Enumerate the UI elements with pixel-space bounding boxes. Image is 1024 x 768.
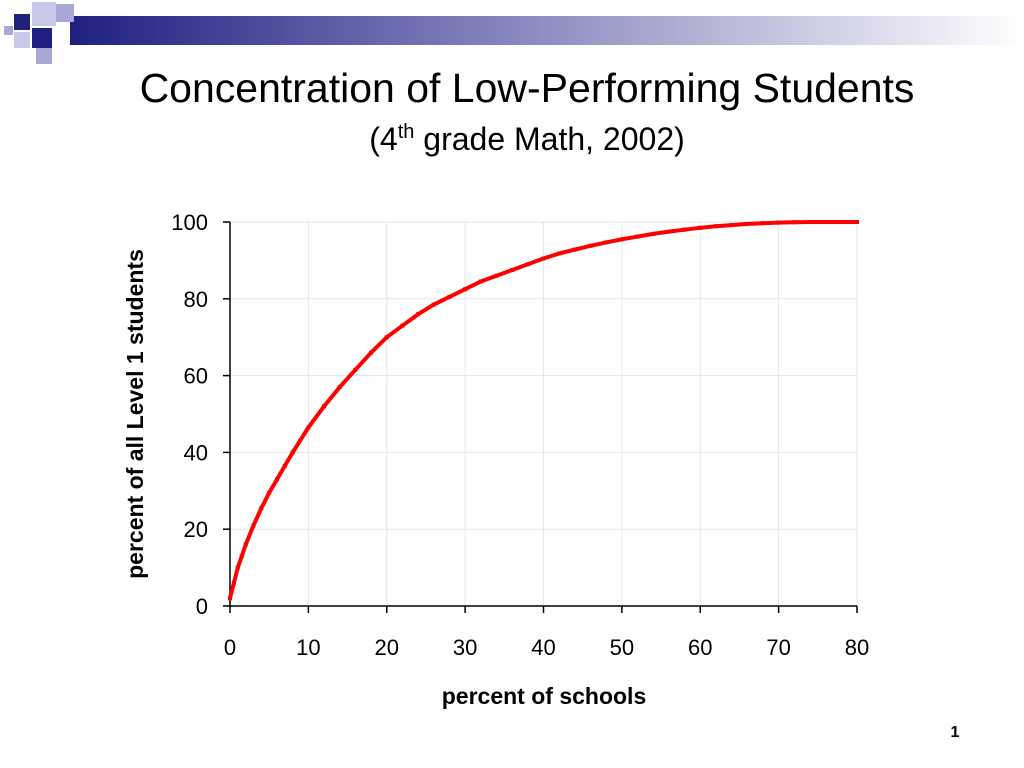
subtitle-superscript: th xyxy=(397,121,415,143)
slide-title: Concentration of Low-Performing Students xyxy=(139,65,915,111)
data-point xyxy=(729,223,734,228)
data-point xyxy=(823,220,828,224)
data-point xyxy=(416,312,421,317)
data-point xyxy=(525,262,530,267)
data-point xyxy=(478,279,483,284)
data-point xyxy=(306,425,311,430)
y-tick-label: 80 xyxy=(184,287,208,312)
data-point xyxy=(760,221,765,226)
data-point xyxy=(275,477,280,482)
data-point xyxy=(666,229,671,234)
data-point xyxy=(619,237,624,242)
data-point xyxy=(259,506,264,511)
data-point xyxy=(282,463,287,468)
data-point xyxy=(682,227,687,232)
data-point xyxy=(337,385,342,390)
y-tick-label: 0 xyxy=(196,594,208,619)
x-tick-label: 60 xyxy=(688,635,712,660)
data-point xyxy=(792,220,797,225)
data-point xyxy=(572,247,577,252)
data-point xyxy=(541,256,546,261)
data-point xyxy=(251,523,256,528)
subtitle-open: (4 xyxy=(369,121,398,157)
x-tick-label: 10 xyxy=(296,635,320,660)
subtitle-rest: grade Math, 2002) xyxy=(414,121,685,157)
data-point xyxy=(384,335,389,340)
data-point xyxy=(239,554,244,559)
data-point xyxy=(557,251,562,256)
grid-lines xyxy=(230,221,858,606)
x-axis-title: percent of schools xyxy=(442,683,646,709)
x-tick-label: 50 xyxy=(610,635,634,660)
data-point xyxy=(447,294,452,299)
data-point xyxy=(588,243,593,248)
data-point xyxy=(651,231,656,236)
data-point xyxy=(290,450,295,455)
x-tick-label: 80 xyxy=(845,635,869,660)
data-point xyxy=(698,225,703,230)
data-point xyxy=(745,221,750,226)
x-tick-label: 70 xyxy=(766,635,790,660)
x-tick-label: 30 xyxy=(453,635,477,660)
data-point xyxy=(431,302,436,307)
y-axis-title: percent of all Level 1 students xyxy=(122,249,148,579)
data-point xyxy=(635,234,640,239)
data-point xyxy=(353,367,358,372)
data-point xyxy=(228,596,232,601)
x-tick-label: 40 xyxy=(531,635,555,660)
x-tick-label: 0 xyxy=(224,635,236,660)
data-point xyxy=(267,490,272,495)
data-point xyxy=(494,273,499,278)
data-point xyxy=(604,240,609,245)
header-gradient-bar xyxy=(70,16,1024,45)
data-point xyxy=(235,565,240,570)
data-point xyxy=(839,220,844,224)
data-point xyxy=(807,220,812,224)
y-tick-label: 60 xyxy=(184,364,208,389)
corner-squares-logo xyxy=(4,2,74,64)
x-tick-label: 20 xyxy=(375,635,399,660)
data-point xyxy=(231,580,236,585)
slide-number: 1 xyxy=(950,724,960,741)
data-point xyxy=(463,287,468,292)
y-tick-label: 100 xyxy=(171,210,208,235)
axes: 0 10 20 30 40 50 60 70 80 0 20 40 60 80 100 xyxy=(171,210,869,660)
slide-subtitle: (4th grade Math, 2002) xyxy=(0,120,1024,158)
data-point xyxy=(322,404,327,409)
y-tick-label: 40 xyxy=(184,440,208,465)
y-tick-label: 20 xyxy=(184,517,208,542)
data-point xyxy=(243,542,248,547)
data-point xyxy=(776,220,781,225)
series-layer xyxy=(228,220,859,601)
data-point xyxy=(400,323,405,328)
data-point xyxy=(713,224,718,229)
data-point xyxy=(369,350,374,355)
data-point xyxy=(855,220,859,224)
data-point xyxy=(510,268,515,272)
